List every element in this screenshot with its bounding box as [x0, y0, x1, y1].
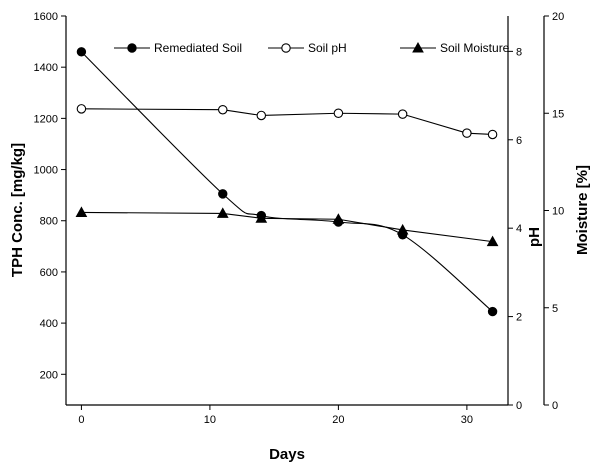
legend-label: Soil Moisture [440, 41, 510, 55]
left-tick-label: 1200 [34, 113, 58, 125]
series-line [81, 211, 493, 243]
left-tick-label: 200 [40, 369, 58, 381]
data-point [397, 109, 408, 119]
data-point [486, 235, 499, 247]
ph-tick-label: 2 [516, 312, 522, 324]
legend-item: Soil Moisture [400, 41, 510, 55]
ph-tick-label: 4 [516, 223, 522, 235]
moisture-axis-title: Moisture [%] [574, 165, 590, 255]
legend-marker [412, 41, 424, 53]
series-line [81, 51, 493, 313]
moisture-tick-label: 5 [552, 303, 558, 315]
legend-marker [281, 43, 291, 53]
moisture-tick-label: 10 [552, 206, 564, 218]
left-tick-label: 1000 [34, 165, 58, 177]
data-point [462, 128, 472, 138]
moisture-tick-label: 0 [552, 400, 558, 412]
x-tick-label: 10 [204, 414, 216, 426]
legend-item: Soil pH [268, 41, 347, 55]
series-line [81, 108, 493, 136]
x-tick-label: 0 [78, 414, 84, 426]
moisture-tick-label: 20 [552, 11, 564, 23]
left-tick-label: 400 [40, 318, 58, 330]
data-point [218, 104, 228, 115]
legend-marker [127, 43, 137, 53]
data-point [256, 110, 267, 121]
data-point [75, 206, 88, 217]
left-tick-label: 800 [40, 216, 58, 228]
x-tick-label: 20 [332, 414, 344, 426]
legend: Remediated Soil Soil pH Soil Moisture [114, 41, 510, 55]
legend-label: Soil pH [308, 41, 347, 55]
ph-axis-title: pH [526, 227, 543, 247]
left-axis-title: TPH Conc. [mg/kg] [9, 143, 26, 277]
data-point [76, 47, 87, 57]
series-layer [75, 47, 499, 317]
data-point [76, 104, 87, 114]
moisture-axis-ticks: 0 5 10 15 20 [544, 11, 564, 412]
data-point [487, 306, 498, 317]
data-point [396, 223, 409, 235]
left-tick-label: 600 [40, 267, 58, 279]
moisture-tick-label: 15 [552, 108, 564, 120]
x-tick-label: 30 [461, 414, 473, 426]
series-remediated-soil [76, 47, 498, 317]
data-point [216, 207, 229, 218]
plot-frame [65, 16, 545, 406]
ph-tick-label: 6 [516, 135, 522, 147]
x-axis-title: Days [269, 446, 305, 463]
x-axis-ticks: 0 10 20 30 [78, 405, 473, 426]
legend-item: Remediated Soil [114, 41, 242, 55]
data-point [218, 189, 228, 199]
legend-label: Remediated Soil [154, 41, 242, 55]
ph-tick-label: 8 [516, 46, 522, 58]
left-tick-label: 1400 [34, 62, 58, 74]
left-tick-label: 1600 [34, 11, 58, 23]
data-point [332, 213, 345, 224]
series-soil-moisture [75, 206, 499, 247]
data-point [487, 129, 498, 140]
data-point [333, 108, 344, 119]
data-point [255, 212, 268, 223]
ph-tick-label: 0 [516, 400, 522, 412]
left-axis-ticks: 200 400 600 800 1000 1200 1400 1600 [34, 11, 66, 381]
ph-axis-ticks: 0 2 4 6 8 [508, 46, 522, 412]
series-soil-ph [76, 104, 498, 140]
